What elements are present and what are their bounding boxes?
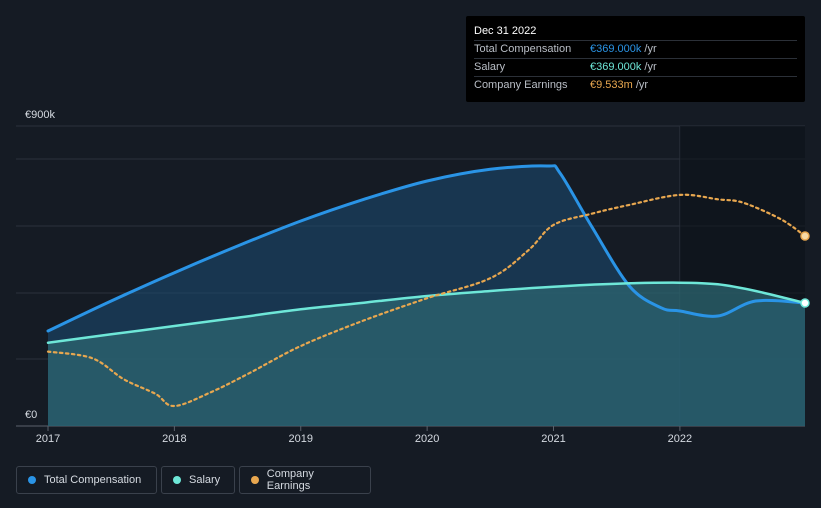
- y-tick-label-max: €900k: [25, 109, 55, 121]
- company-earnings-line: [46, 193, 807, 408]
- tooltip-value: €369.000k: [590, 43, 642, 55]
- legend-label: Total Compensation: [44, 474, 142, 486]
- tooltip-unit: /yr: [644, 61, 657, 73]
- tooltip-label: Total Compensation: [474, 43, 572, 55]
- tooltip-row-earnings: Company Earnings €9.533m /yr: [474, 76, 797, 94]
- salary-line: [46, 281, 807, 344]
- x-tick-label: 2019: [289, 433, 313, 445]
- tooltip-row-salary: Salary €369.000k /yr: [474, 58, 797, 76]
- x-tick-label: 2018: [162, 433, 186, 445]
- tooltip: Dec 31 2022 Total Compensation €369.000k…: [466, 16, 805, 102]
- x-axis: 2017 2018 2019 2020 2021 2022: [36, 426, 692, 445]
- salary-end-marker: [800, 298, 810, 308]
- legend-company-earnings[interactable]: Company Earnings: [239, 466, 371, 494]
- tooltip-label: Company Earnings: [474, 79, 568, 91]
- tooltip-value: €9.533m: [590, 79, 633, 91]
- earnings-end-marker: [800, 231, 810, 241]
- legend-dot-icon: [173, 476, 181, 484]
- series-lines: [46, 164, 807, 408]
- series-markers: [800, 231, 810, 308]
- legend-label: Company Earnings: [266, 468, 314, 492]
- tooltip-label: Salary: [474, 61, 506, 73]
- y-axis: €900k €0: [25, 109, 55, 421]
- legend-dot-icon: [251, 476, 259, 484]
- legend-dot-icon: [28, 476, 36, 484]
- legend-total-compensation[interactable]: Total Compensation: [16, 466, 157, 494]
- tooltip-row-total: Total Compensation €369.000k /yr: [474, 40, 797, 58]
- tooltip-unit: /yr: [635, 79, 649, 91]
- legend-salary[interactable]: Salary: [161, 466, 235, 494]
- total-compensation-line: [46, 164, 807, 333]
- tooltip-date: Dec 31 2022: [474, 25, 537, 37]
- tooltip-value: €369.000k: [590, 61, 642, 73]
- x-tick-label: 2022: [668, 433, 692, 445]
- x-tick-label: 2021: [541, 433, 565, 445]
- x-tick-label: 2020: [415, 433, 439, 445]
- x-tick-label: 2017: [36, 433, 60, 445]
- legend: Total Compensation Salary Company Earnin…: [16, 466, 375, 494]
- legend-label: Salary: [189, 474, 221, 486]
- y-tick-label-zero: €0: [25, 409, 37, 421]
- tooltip-unit: /yr: [644, 43, 657, 55]
